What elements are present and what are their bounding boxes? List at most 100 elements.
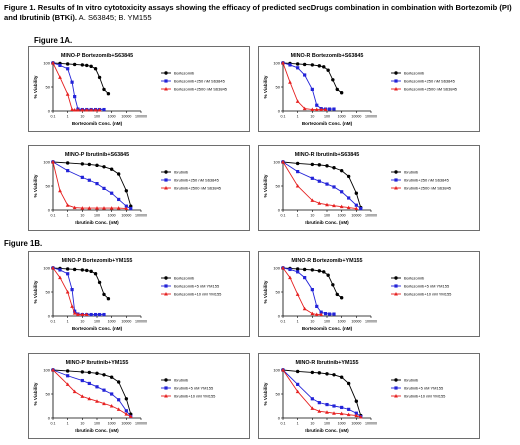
chart3-series-0: [51, 160, 133, 208]
chart8-series-1-point-1: [296, 382, 300, 386]
chart8-series-1-point-4: [325, 402, 329, 407]
chart2-xtick-label-6: 100000: [365, 115, 377, 119]
chart8-series-1-point-7: [347, 407, 351, 411]
chart1-legend-item-2: Bortezomib+2500 nM S63845: [161, 86, 228, 91]
chart4-xlabel: Ibrutinib Conc. (nM): [305, 220, 349, 225]
chart7-series-0-line: [52, 369, 132, 415]
chart4-series-1-point-4: [325, 182, 329, 186]
chart2-legend-item-2: Bortezomib+2500 nM S63845: [391, 86, 458, 91]
chart1-legend-marker-2: [164, 87, 168, 91]
chart1-series-0-point-5: [85, 63, 89, 68]
chart8-series-2-point-9: [358, 415, 363, 419]
chart3-series-1-point-8: [124, 204, 128, 208]
chart4-series-0-point-3: [317, 163, 322, 167]
chart2-ytick-label-0: 0: [278, 109, 281, 114]
chart7-xlabel: Ibrutinib Conc. (nM): [75, 428, 119, 433]
chart7-legend-label-0: Ibrutinib: [174, 377, 189, 382]
chart3-series-0-point-8: [124, 189, 129, 193]
chart2-series-1-point-4: [310, 87, 314, 91]
chart5-series-2-point-1: [58, 275, 62, 280]
chart4-ylabel: % Viability: [263, 174, 268, 197]
chart3-legend-marker-2: [164, 186, 168, 190]
chart6-series-1-point-9: [332, 312, 336, 316]
chart5-xtick-label-4: 1000: [108, 320, 116, 324]
chart4-series-2-point-0: [281, 160, 285, 164]
chart6-legend-item-0: Bortezomib: [391, 275, 425, 280]
chart5-series-1-point-1: [58, 268, 62, 272]
chart1-series-2-point-3: [70, 107, 74, 112]
chart3-series-1-point-5: [102, 186, 106, 190]
chart7-legend-label-2: Ibrutinib+10 nM YM155: [174, 393, 216, 398]
chart7-xtick-label-3: 100: [94, 422, 100, 426]
chart2-series-2-point-7: [323, 107, 328, 112]
chart3-xtick-label-1: 1: [67, 214, 69, 218]
chart2-ytick-label-2: 100: [273, 61, 280, 66]
chart2-xlabel: Bortezomib Conc. (nM): [302, 121, 353, 126]
chart6-series-1-point-1: [288, 267, 292, 272]
chart7-series-0-point-8: [124, 397, 129, 401]
chart3-series-2-point-9: [116, 206, 121, 210]
chart7-xtick-label-0: 0.1: [51, 422, 56, 426]
chart7-legend-label-1: Ibrutinib+5 nM YM155: [174, 385, 214, 390]
chart8-xlabel: Ibrutinib Conc. (nM): [305, 428, 349, 433]
chart4-series-2-point-7: [346, 205, 351, 210]
chart7-series-0-point-1: [65, 369, 70, 373]
chart-panel-2: MINO-R Bortezomib+S63845 0 50 100 0.1 1 10 100 1…: [258, 46, 480, 132]
chart8-series-2-point-7: [346, 412, 351, 417]
chart2-series-0-point-9: [335, 87, 339, 92]
chart5-legend-item-2: Bortezomib+10 nM YM155: [161, 291, 222, 296]
chart4-legend-label-0: Ibrutinib: [404, 169, 419, 174]
chart1-series-0-point-6: [89, 64, 93, 69]
chart5-series-0-point-9: [102, 292, 106, 297]
chart5-series-0-point-5: [85, 268, 89, 273]
chart5-xtick-label-6: 100000: [135, 320, 147, 324]
chart2-series-0-point-10: [339, 91, 344, 95]
chart8-series-0-point-2: [310, 370, 315, 375]
chart6-series-1-point-4: [310, 288, 314, 292]
chart6-series-2-point-1: [288, 275, 292, 280]
chart5-xtick-label-3: 100: [94, 320, 100, 324]
chart3-series-1-line: [52, 161, 131, 209]
chart3-series-0-point-4: [95, 163, 99, 168]
chart8-series-2: [281, 368, 363, 419]
chart4-xtick-label-3: 100: [324, 214, 330, 218]
chart7-series-1-point-6: [110, 392, 114, 396]
chart8-series-2-point-5: [332, 411, 336, 415]
chart7-series-2-point-4: [87, 396, 92, 401]
chart4-series-2-point-6: [339, 204, 344, 209]
chart5-series-0-point-7: [93, 272, 98, 276]
chart4-series-1-point-7: [347, 196, 351, 200]
chart8-legend-marker-2: [394, 394, 398, 398]
chart1-series-2-point-1: [58, 75, 62, 79]
chart4-ytick-label-2: 100: [273, 160, 280, 165]
chart6-series-0-point-2: [295, 267, 300, 271]
chart6-xtick-label-3: 100: [324, 320, 330, 324]
chart4-legend-marker-0: [394, 170, 398, 174]
chart-panel-5: MINO-P Bortezomib+YM155 0 50 100 0.1 1 10 100 10…: [28, 251, 250, 337]
chart3-xlabel: Ibrutinib Conc. (nM): [75, 220, 119, 225]
chart6-series-0-point-7: [326, 273, 330, 277]
chart6-xtick-label-6: 100000: [365, 320, 377, 324]
chart-svg-2: MINO-R Bortezomib+S63845 0 50 100 0.1 1 10 100 1…: [263, 53, 458, 126]
chart5-legend-label-2: Bortezomib+10 nM YM155: [174, 291, 222, 296]
chart8-series-0-point-6: [339, 375, 344, 379]
chart5-legend-marker-2: [164, 292, 168, 296]
chart6-legend-marker-0: [394, 276, 398, 280]
chart1-xtick-label-6: 100000: [135, 115, 147, 119]
chart6-xtick-label-2: 10: [310, 320, 314, 324]
chart8-xtick-label-4: 1000: [338, 422, 346, 426]
chart8-xtick-label-2: 10: [310, 422, 314, 426]
caption-bold: Figure 1. Results of In vitro cytotoxici…: [4, 3, 512, 22]
chart4-ytick-label-1: 50: [276, 184, 281, 189]
chart4-series-1-line: [282, 161, 362, 209]
chart4-series-1: [281, 160, 363, 211]
chart5-title: MINO-P Bortezomib+YM155: [62, 258, 133, 264]
chart3-series-1-point-9: [129, 206, 133, 211]
chart2-series-1-line: [282, 62, 334, 110]
chart4-legend-item-2: Ibrutinib+2500 nM S63845: [391, 185, 452, 190]
chart-svg-4: MINO-R Ibrutinib+S63845 0 50 100 0.1 1 10 100 10…: [263, 152, 452, 225]
chart4-legend-item-0: Ibrutinib: [391, 169, 419, 174]
chart5-xtick-label-0: 0.1: [51, 320, 56, 324]
chart6-series-2-point-6: [319, 312, 324, 317]
chart6-legend-label-1: Bortezomib+5 nM YM155: [404, 283, 450, 288]
